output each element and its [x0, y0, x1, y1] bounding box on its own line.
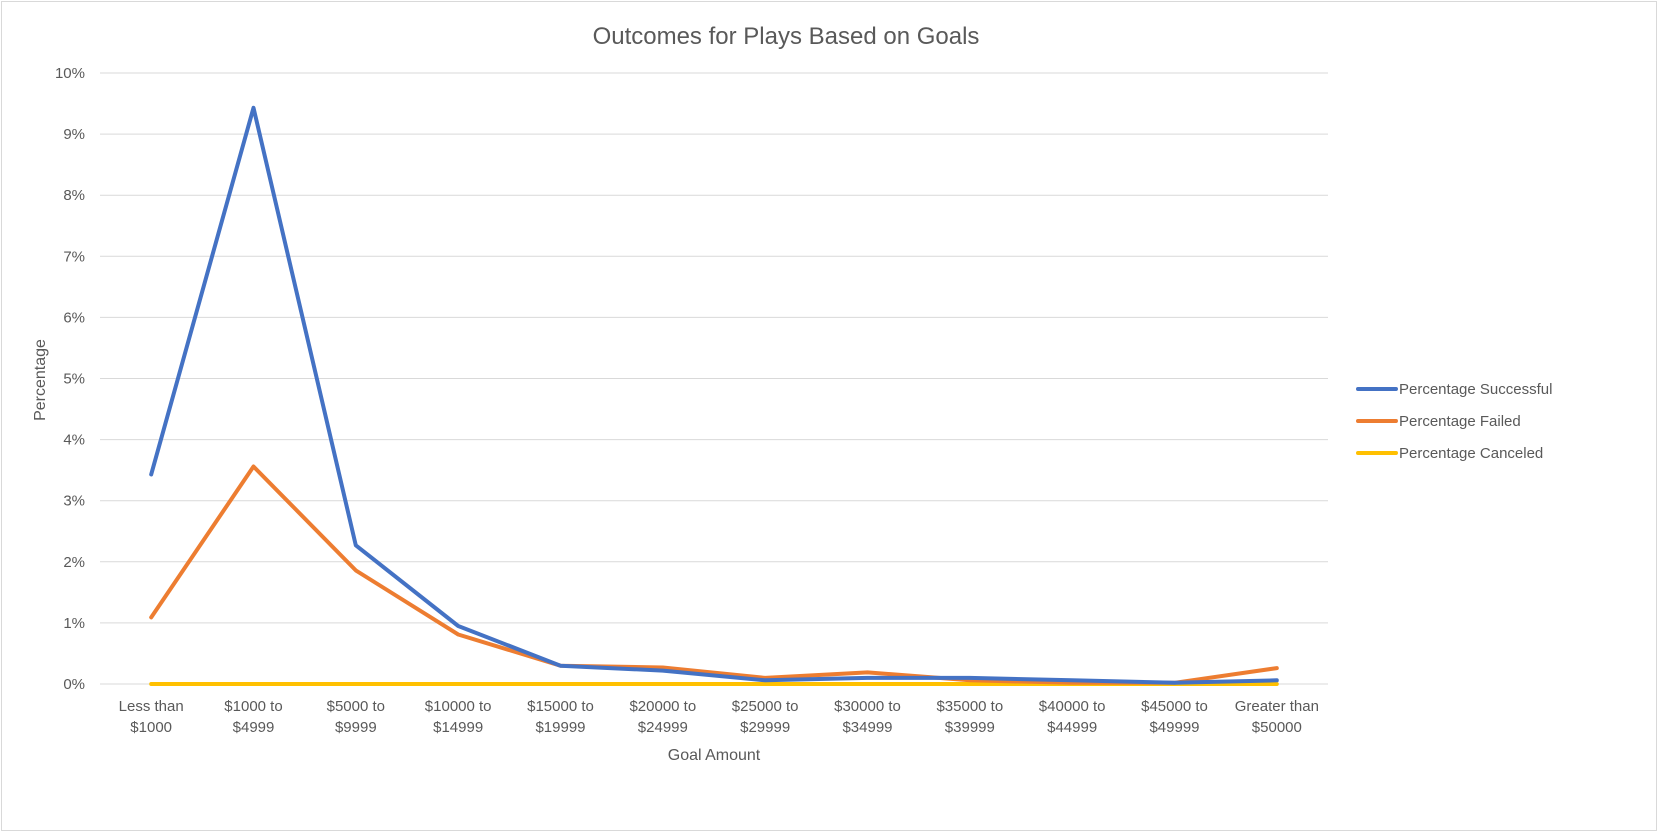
y-tick-label: 5%	[63, 371, 85, 388]
chart-title: Outcomes for Plays Based on Goals	[593, 23, 980, 50]
x-tick-label: $5000 to $9999	[327, 698, 385, 736]
y-tick-label: 6%	[63, 309, 85, 326]
x-tick-label: $40000 to $44999	[1039, 698, 1106, 736]
x-tick-label-line: $34999	[842, 719, 892, 736]
x-tick-label-line: Greater than	[1235, 698, 1319, 715]
series-line-percentage-failed	[149, 464, 1279, 685]
y-axis-title: Percentage	[32, 339, 49, 421]
y-tick-label: 3%	[63, 493, 85, 510]
legend-label: Percentage Successful	[1399, 381, 1552, 398]
x-tick-label-line: Less than	[119, 698, 184, 715]
x-tick-label: $25000 to $29999	[732, 698, 799, 736]
y-tick-label: 4%	[63, 432, 85, 449]
x-tick-label-line: $30000 to	[834, 698, 901, 715]
x-tick-label-line: $24999	[638, 719, 688, 736]
legend: Percentage Successful Percentage Failed Pe…	[1356, 381, 1552, 462]
y-tick-label: 8%	[63, 187, 85, 204]
y-tick-label: 1%	[63, 615, 85, 632]
y-tick-label: 0%	[63, 676, 85, 693]
x-axis-title: Goal Amount	[668, 747, 761, 764]
x-tick-label-line: $1000	[130, 719, 172, 736]
x-axis-ticks: Less than $1000 $1000 to $4999 $5000 to $9999…	[119, 698, 1319, 736]
x-tick-label-line: $5000 to	[327, 698, 385, 715]
y-tick-label: 9%	[63, 126, 85, 143]
x-tick-label-line: $45000 to	[1141, 698, 1208, 715]
x-tick-label-line: $1000 to	[224, 698, 282, 715]
legend-item: Percentage Canceled	[1356, 445, 1543, 462]
x-tick-label-line: $29999	[740, 719, 790, 736]
x-tick-label: $1000 to $4999	[224, 698, 282, 736]
x-tick-label-line: $35000 to	[936, 698, 1003, 715]
x-tick-label: Greater than $50000	[1235, 698, 1319, 736]
x-tick-label: $45000 to $49999	[1141, 698, 1208, 736]
x-tick-label-line: $25000 to	[732, 698, 799, 715]
x-tick-label-line: $19999	[535, 719, 585, 736]
y-tick-label: 7%	[63, 248, 85, 265]
x-tick-label: Less than $1000	[119, 698, 184, 736]
legend-label: Percentage Canceled	[1399, 445, 1543, 462]
legend-item: Percentage Successful	[1356, 381, 1552, 398]
series-lines	[149, 105, 1279, 686]
legend-item: Percentage Failed	[1356, 413, 1521, 430]
x-tick-label-line: $44999	[1047, 719, 1097, 736]
y-axis-ticks: 0% 1% 2% 3% 4% 5% 6% 7% 8% 9% 10%	[55, 65, 85, 693]
x-tick-label: $30000 to $34999	[834, 698, 901, 736]
x-tick-label-line: $20000 to	[629, 698, 696, 715]
x-tick-label-line: $39999	[945, 719, 995, 736]
y-tick-label: 10%	[55, 65, 85, 82]
x-tick-label: $35000 to $39999	[936, 698, 1003, 736]
x-tick-label-line: $40000 to	[1039, 698, 1106, 715]
x-tick-label-line: $14999	[433, 719, 483, 736]
x-tick-label: $10000 to $14999	[425, 698, 492, 736]
x-tick-label-line: $10000 to	[425, 698, 492, 715]
x-tick-label: $20000 to $24999	[629, 698, 696, 736]
x-tick-label-line: $9999	[335, 719, 377, 736]
x-tick-label: $15000 to $19999	[527, 698, 594, 736]
x-tick-label-line: $49999	[1149, 719, 1199, 736]
y-tick-label: 2%	[63, 554, 85, 571]
x-tick-label-line: $4999	[233, 719, 275, 736]
series-line-percentage-successful	[149, 105, 1279, 685]
x-tick-label-line: $15000 to	[527, 698, 594, 715]
legend-label: Percentage Failed	[1399, 413, 1521, 430]
x-tick-label-line: $50000	[1252, 719, 1302, 736]
gridlines	[100, 72, 1328, 685]
